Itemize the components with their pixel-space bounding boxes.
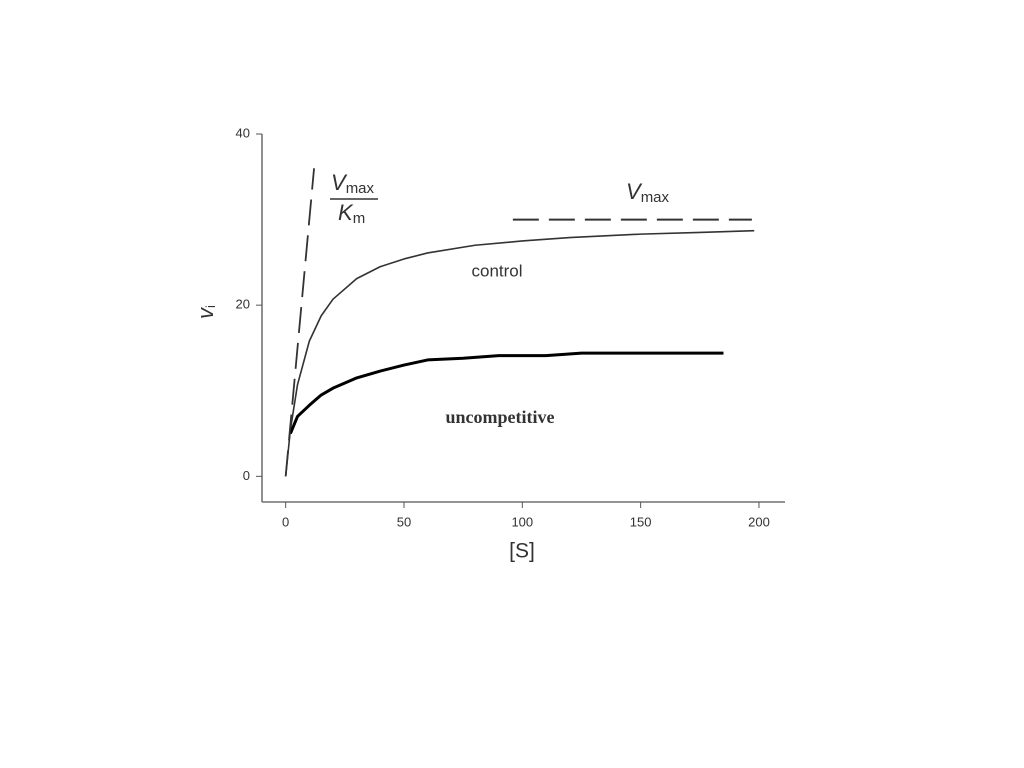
label-base: V: [626, 179, 643, 204]
y-tick-label: 20: [236, 297, 250, 312]
curve: [289, 351, 724, 435]
curve: [284, 229, 755, 477]
label-sub: i: [203, 305, 218, 308]
y-axis-label: vi: [193, 305, 219, 319]
x-tick-label: 200: [748, 514, 770, 529]
series-label: uncompetitive: [446, 407, 555, 427]
x-tick-label: 0: [282, 514, 289, 529]
dashed-line: [284, 168, 315, 477]
x-tick-label: 150: [630, 514, 652, 529]
x-tick-label: 50: [397, 514, 411, 529]
series-label: control: [471, 261, 522, 280]
y-tick-label: 40: [236, 125, 250, 140]
asymptote-label: Vmax: [626, 179, 670, 206]
label-base: v: [193, 306, 218, 319]
label-sub: m: [353, 210, 366, 227]
y-tick-label: 0: [243, 468, 250, 483]
label-sub: max: [346, 180, 375, 197]
slope-numerator: Vmax: [331, 170, 375, 197]
label-base: K: [338, 200, 354, 225]
label-base: V: [331, 170, 348, 195]
slope-denominator: Km: [338, 200, 365, 227]
label-sub: max: [641, 189, 670, 206]
x-tick-label: 100: [511, 514, 533, 529]
x-axis-label: [S]: [509, 540, 535, 563]
